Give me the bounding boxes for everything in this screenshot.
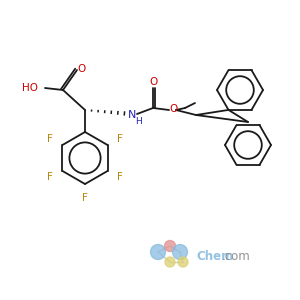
Text: Chem: Chem — [196, 250, 233, 263]
Text: .com: .com — [222, 250, 251, 263]
Circle shape — [178, 257, 188, 267]
Text: H: H — [135, 116, 141, 125]
Circle shape — [165, 257, 175, 267]
Text: HO: HO — [22, 83, 38, 93]
Text: F: F — [117, 134, 123, 145]
Text: O: O — [78, 64, 86, 74]
Circle shape — [172, 244, 188, 260]
Text: F: F — [82, 193, 88, 203]
Text: F: F — [47, 172, 53, 182]
Text: F: F — [117, 172, 123, 182]
Text: N: N — [128, 110, 136, 120]
Circle shape — [151, 244, 166, 260]
Circle shape — [164, 241, 175, 251]
Text: O: O — [169, 104, 177, 114]
Text: F: F — [47, 134, 53, 145]
Text: O: O — [150, 77, 158, 87]
